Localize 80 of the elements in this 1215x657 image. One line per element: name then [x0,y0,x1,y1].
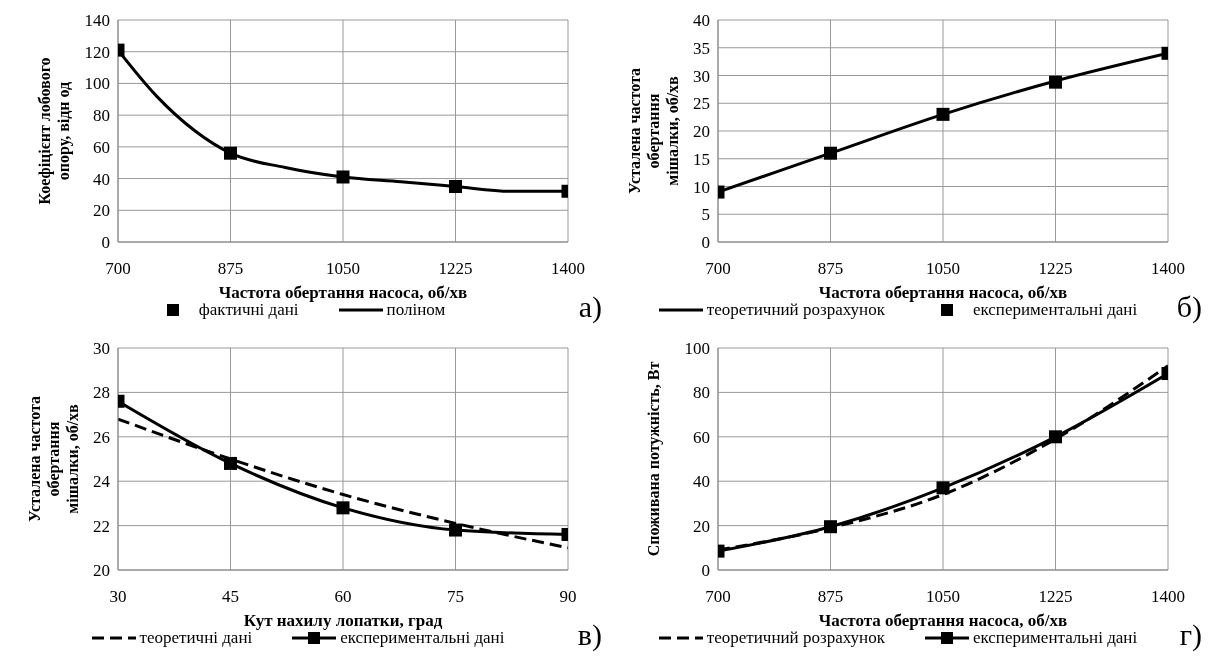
x-tick-label: 1400 [1151,587,1185,607]
y-tick-label: 0 [701,561,710,581]
y-tick-label: 100 [684,339,710,359]
y-tick-label: 30 [693,66,710,86]
x-tick-label: 700 [705,259,731,279]
point [336,170,350,184]
x-tick-label: 1225 [438,259,473,279]
x-tick-label: 90 [559,587,577,607]
y-tick-label: 60 [93,137,110,157]
y-tick-label: 26 [93,427,110,447]
text: г) [1179,618,1202,652]
y-tick-label: 60 [693,427,710,447]
x-tick-label: 875 [217,259,244,279]
legend-label: теоретичний розрахунок [706,628,885,648]
y-tick-label: 0 [701,233,710,253]
x-tick-label: 1400 [551,259,585,279]
x-tick-label: 1225 [1038,587,1073,607]
legend-label: теоретичний розрахунок [706,300,885,320]
x-tick-label: 45 [222,587,239,607]
point [936,107,950,121]
legend-label: експериментальні дані [972,628,1138,648]
x-tick-label: 75 [447,587,464,607]
point [224,146,237,160]
y-tick-label: 120 [84,42,110,62]
x-tick-label: 30 [109,587,127,607]
x-tick-label: 1050 [926,587,960,607]
text: в) [577,618,602,652]
y-tick-label: 20 [693,516,710,536]
y-tick-label: 35 [693,38,710,58]
legend-label: теоретичні дані [139,628,253,648]
y-tick-label: 24 [93,472,111,492]
point [336,501,350,515]
y-axis-title: Усталена частота обертання мішалки, об/хв [26,395,81,523]
y-tick-label: 30 [93,339,110,359]
x-axis-title: Частота обертання насоса, об/хв [818,611,1068,630]
legend-label: фактичні дані [198,300,299,320]
point [224,456,237,470]
point [449,523,462,537]
y-tick-label: 140 [84,11,110,31]
point [449,180,462,193]
x-tick-label: 875 [817,587,844,607]
text: б) [1176,290,1202,324]
y-tick-label: 22 [93,516,110,536]
y-tick-label: 20 [693,122,710,142]
x-tick-label: 700 [105,259,131,279]
y-tick-label: 5 [701,205,710,225]
y-tick-label: 10 [693,177,710,197]
y-tick-label: 100 [84,74,110,94]
point [824,520,837,534]
y-tick-label: 40 [693,11,710,31]
y-tick-label: 40 [693,472,710,492]
y-tick-label: 28 [93,383,110,403]
y-tick-label: 0 [101,233,110,253]
y-tick-label: 15 [693,149,710,169]
x-tick-label: 1050 [926,259,960,279]
y-axis-title: Усталена частота обертання мішалки, об/хв [626,67,681,195]
point [936,481,950,495]
y-tick-label: 40 [93,169,110,189]
x-tick-label: 875 [817,259,844,279]
y-tick-label: 20 [93,201,110,221]
y-tick-label: 20 [93,561,110,581]
point [1049,75,1062,89]
text: а) [578,290,602,324]
x-tick-label: 60 [334,587,352,607]
y-axis-title: Коефіцієнт лобового опору, відн од [35,57,73,205]
y-tick-label: 80 [93,106,110,126]
x-axis-title: Кут нахилу лопатки, град [243,611,443,630]
legend-label: поліном [386,300,446,320]
x-axis-title: Частота обертання насоса, об/хв [818,283,1068,302]
y-axis-title: Споживана потужність, Вт [645,361,663,557]
x-tick-label: 1400 [1151,259,1185,279]
x-tick-label: 1050 [326,259,360,279]
x-axis-title: Частота обертання насоса, об/хв [218,283,468,302]
y-tick-label: 80 [693,383,710,403]
point [1049,430,1062,444]
x-tick-label: 1225 [1038,259,1073,279]
y-tick-label: 25 [693,94,710,114]
legend-label: експериментальні дані [972,300,1138,320]
point [824,146,837,160]
x-tick-label: 700 [705,587,731,607]
